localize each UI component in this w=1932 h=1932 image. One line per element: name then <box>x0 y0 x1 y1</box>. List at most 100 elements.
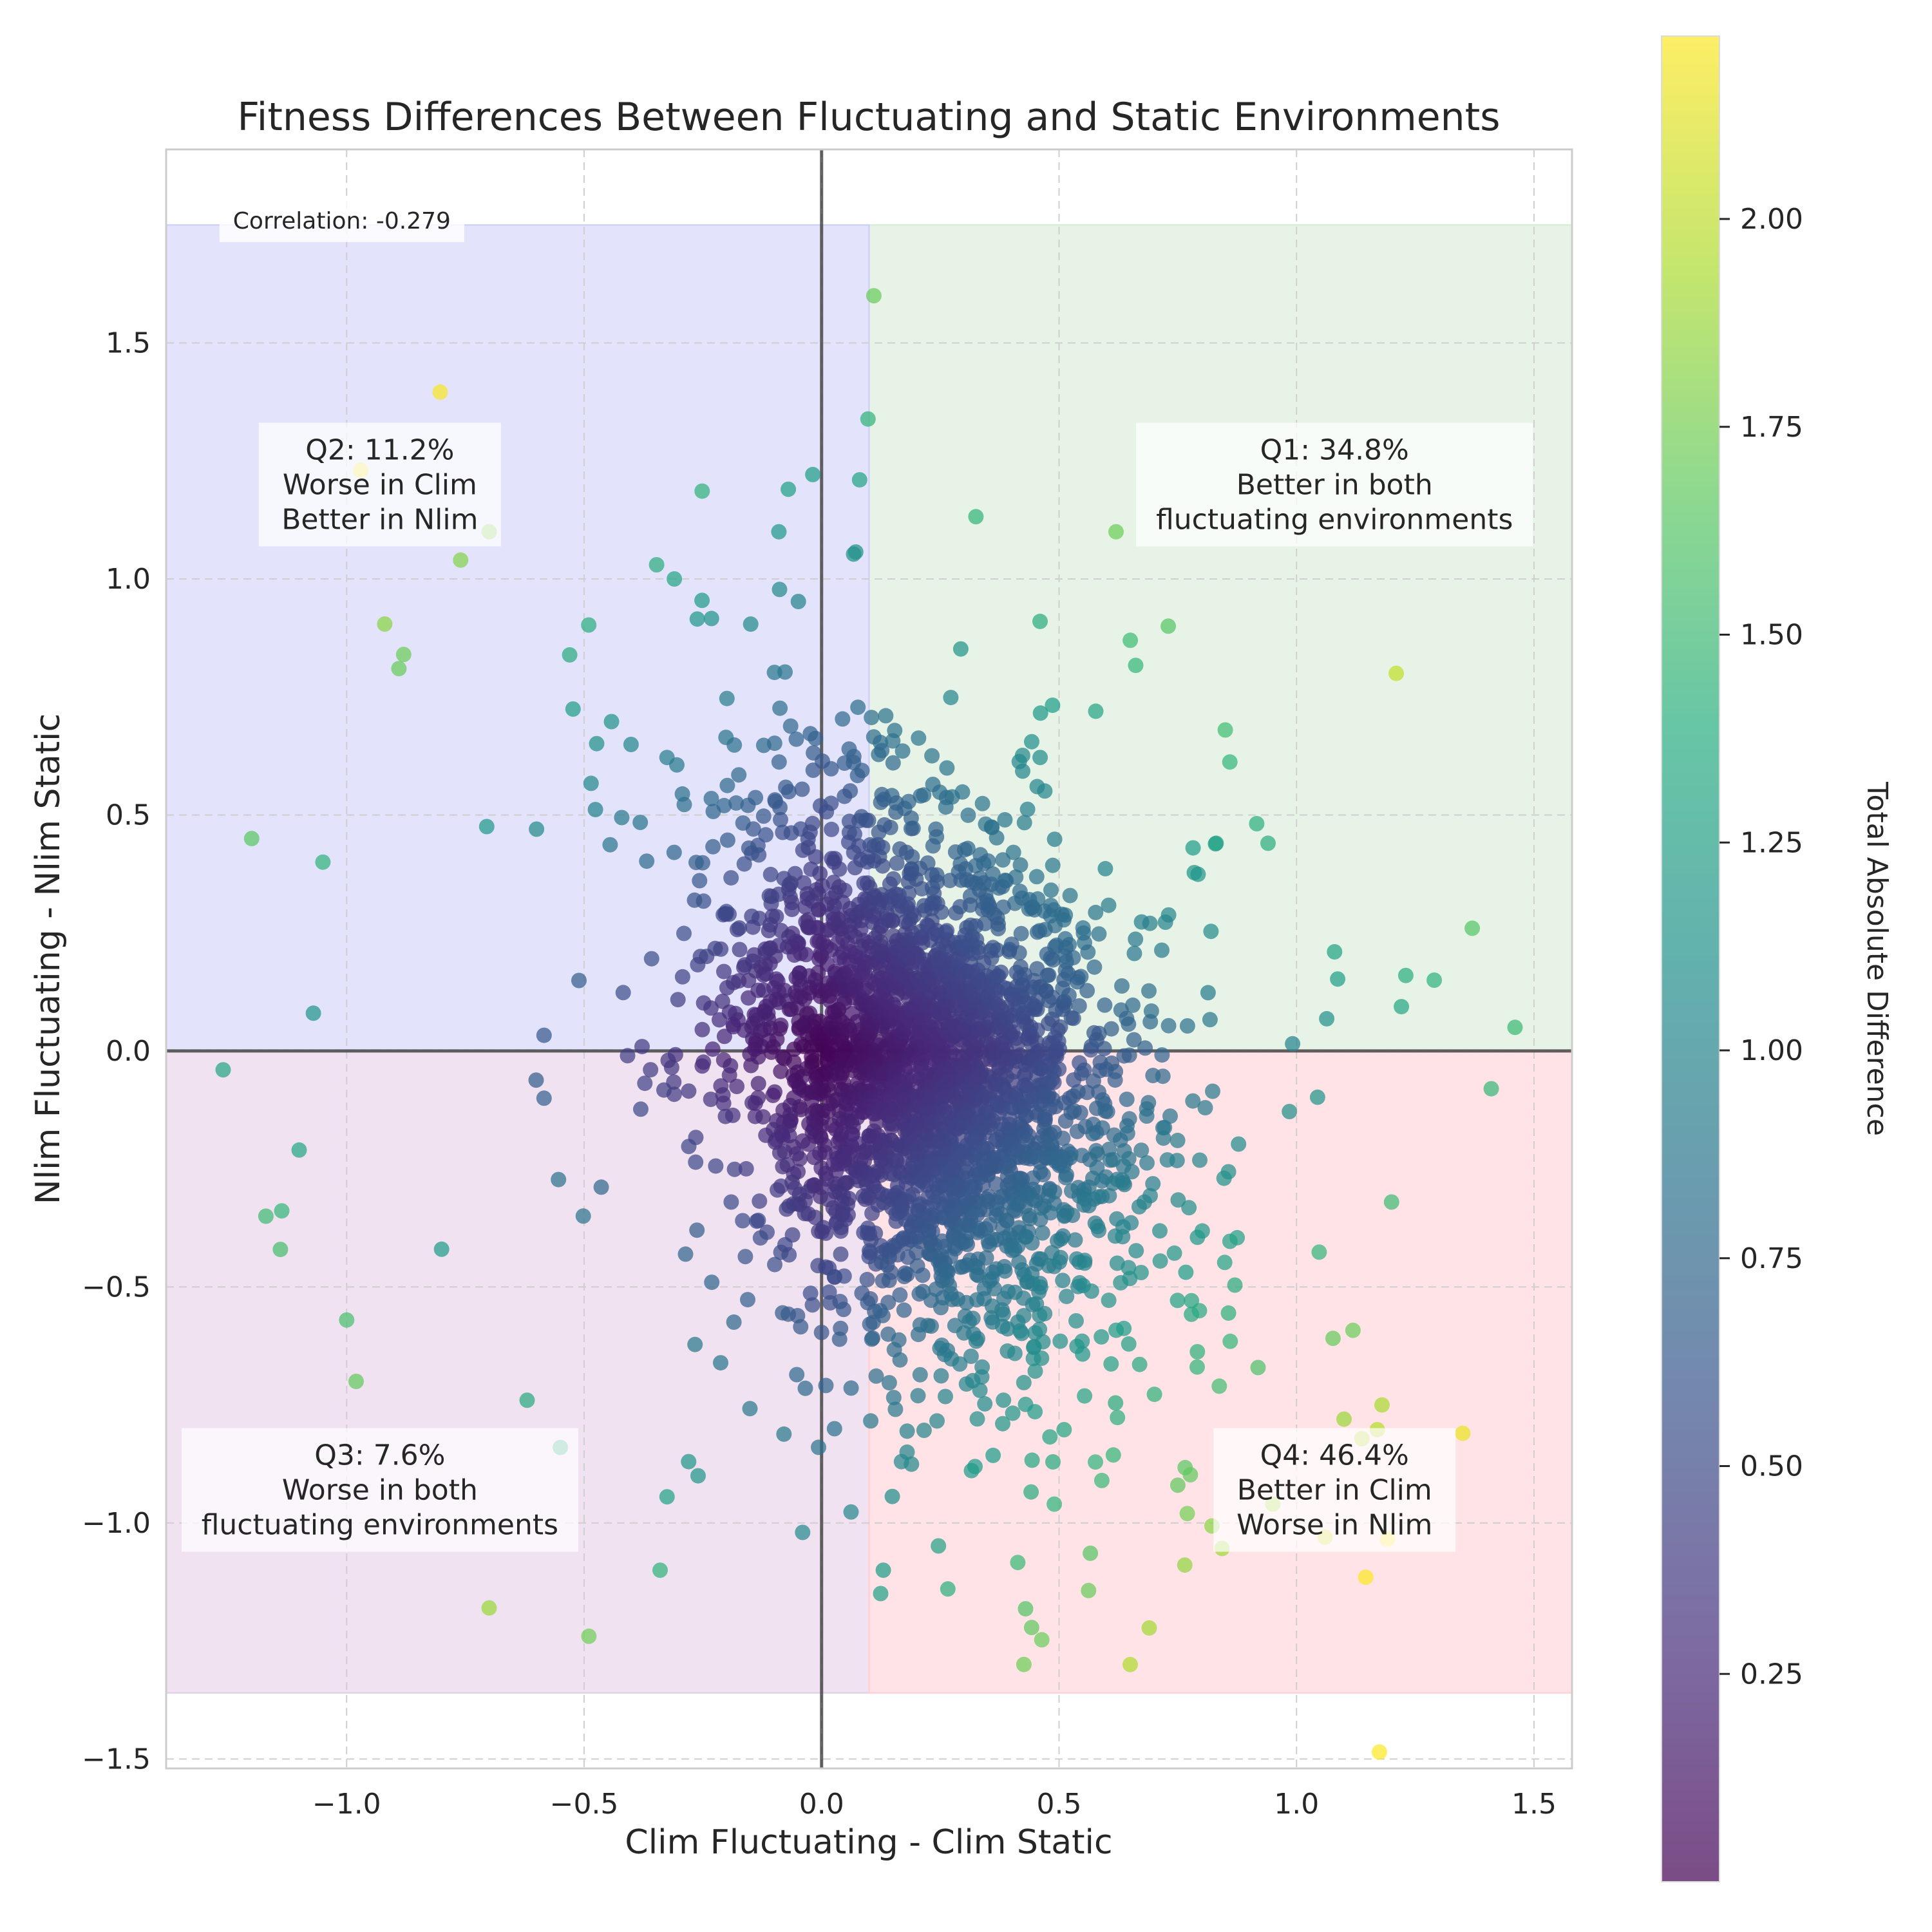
data-point <box>1124 1164 1140 1180</box>
data-point <box>835 1302 851 1318</box>
data-point <box>952 641 969 657</box>
data-point <box>1065 1208 1081 1224</box>
data-point <box>1114 978 1130 994</box>
data-point <box>985 1447 1001 1463</box>
data-point <box>1057 1170 1074 1186</box>
data-point <box>791 965 808 981</box>
data-point <box>1319 1010 1335 1027</box>
x-tick-label: 0.5 <box>1037 1788 1082 1821</box>
data-point <box>1005 1073 1020 1089</box>
data-point <box>1103 1021 1119 1037</box>
data-point <box>1128 1243 1144 1259</box>
data-point <box>1032 1321 1048 1338</box>
data-point <box>916 1423 932 1438</box>
data-point <box>960 1236 976 1253</box>
data-point <box>1077 1388 1093 1404</box>
data-point <box>788 731 804 747</box>
data-point <box>933 1300 949 1316</box>
data-point <box>1108 1395 1124 1411</box>
data-point <box>1034 1225 1050 1241</box>
data-point <box>1113 1002 1129 1018</box>
annotation-text-q2: Better in Nlim <box>281 504 478 536</box>
data-point <box>1108 524 1124 540</box>
data-point <box>995 1416 1010 1432</box>
scatter-points <box>215 288 1523 1760</box>
data-point <box>1097 997 1113 1013</box>
data-point <box>1160 1018 1177 1034</box>
data-point <box>899 1266 915 1282</box>
data-point <box>771 524 787 540</box>
data-point <box>740 1292 755 1308</box>
data-point <box>827 851 843 867</box>
data-point <box>694 592 710 609</box>
data-point <box>587 802 603 818</box>
data-point <box>716 963 732 980</box>
data-point <box>1388 665 1405 681</box>
data-point <box>1041 967 1057 983</box>
data-point <box>854 762 870 779</box>
data-point <box>843 1504 859 1520</box>
data-point <box>1141 983 1157 999</box>
data-point <box>1133 1142 1150 1159</box>
data-point <box>989 942 1005 958</box>
data-point <box>811 1439 826 1455</box>
data-point <box>1507 1019 1523 1036</box>
data-point <box>1037 1305 1053 1321</box>
data-point <box>885 755 901 771</box>
data-point <box>713 1355 728 1371</box>
data-point <box>1008 869 1024 885</box>
data-point <box>1152 1223 1168 1239</box>
correlation-box <box>219 198 464 242</box>
data-point <box>1055 1130 1071 1146</box>
data-point <box>1139 1108 1155 1124</box>
data-point <box>1088 1454 1103 1470</box>
data-point <box>1099 1104 1115 1120</box>
data-point <box>864 710 880 726</box>
data-point <box>1455 1425 1471 1441</box>
data-point <box>1260 835 1276 851</box>
data-point <box>1136 1194 1152 1210</box>
data-point <box>802 1285 819 1302</box>
data-point <box>833 1246 849 1262</box>
data-point <box>892 1352 908 1368</box>
data-point <box>773 1244 789 1260</box>
data-point <box>1072 1104 1088 1121</box>
data-point <box>758 1127 774 1143</box>
data-point <box>1178 1264 1194 1280</box>
data-point <box>980 853 996 869</box>
colorbar-ticks: 0.25 0.50 0.75 1.00 1.25 1.50 1.75 2.00 <box>1719 203 1803 1690</box>
data-point <box>1132 1356 1148 1372</box>
data-point <box>726 1314 742 1330</box>
data-point <box>536 1027 552 1043</box>
data-point <box>837 882 853 898</box>
data-point <box>1128 658 1144 674</box>
data-point <box>1155 1068 1171 1084</box>
data-point <box>1327 944 1343 960</box>
data-point <box>728 795 744 811</box>
data-point <box>835 711 851 727</box>
data-point <box>1046 1496 1063 1512</box>
data-point <box>719 980 735 996</box>
data-point <box>1250 1359 1266 1376</box>
data-point <box>637 1075 653 1092</box>
data-point <box>666 844 682 860</box>
data-point <box>766 665 782 681</box>
data-point <box>602 837 618 853</box>
data-point <box>1189 1359 1205 1375</box>
data-point <box>818 1378 834 1394</box>
data-point <box>1330 971 1346 987</box>
colorbar-tick-label: 1.50 <box>1740 619 1803 652</box>
data-point <box>795 1524 811 1540</box>
data-point <box>1014 748 1030 763</box>
data-point <box>911 730 927 746</box>
data-point <box>721 1067 737 1083</box>
data-point <box>744 1095 760 1111</box>
y-axis-label: Nlim Fluctuating - Nlim Static <box>29 714 68 1204</box>
data-point <box>1191 1303 1208 1319</box>
data-point <box>1133 1265 1149 1280</box>
data-point <box>1189 1344 1206 1359</box>
x-tick-label: 0.0 <box>799 1788 844 1821</box>
data-point <box>593 1179 609 1195</box>
data-point <box>703 1092 719 1107</box>
